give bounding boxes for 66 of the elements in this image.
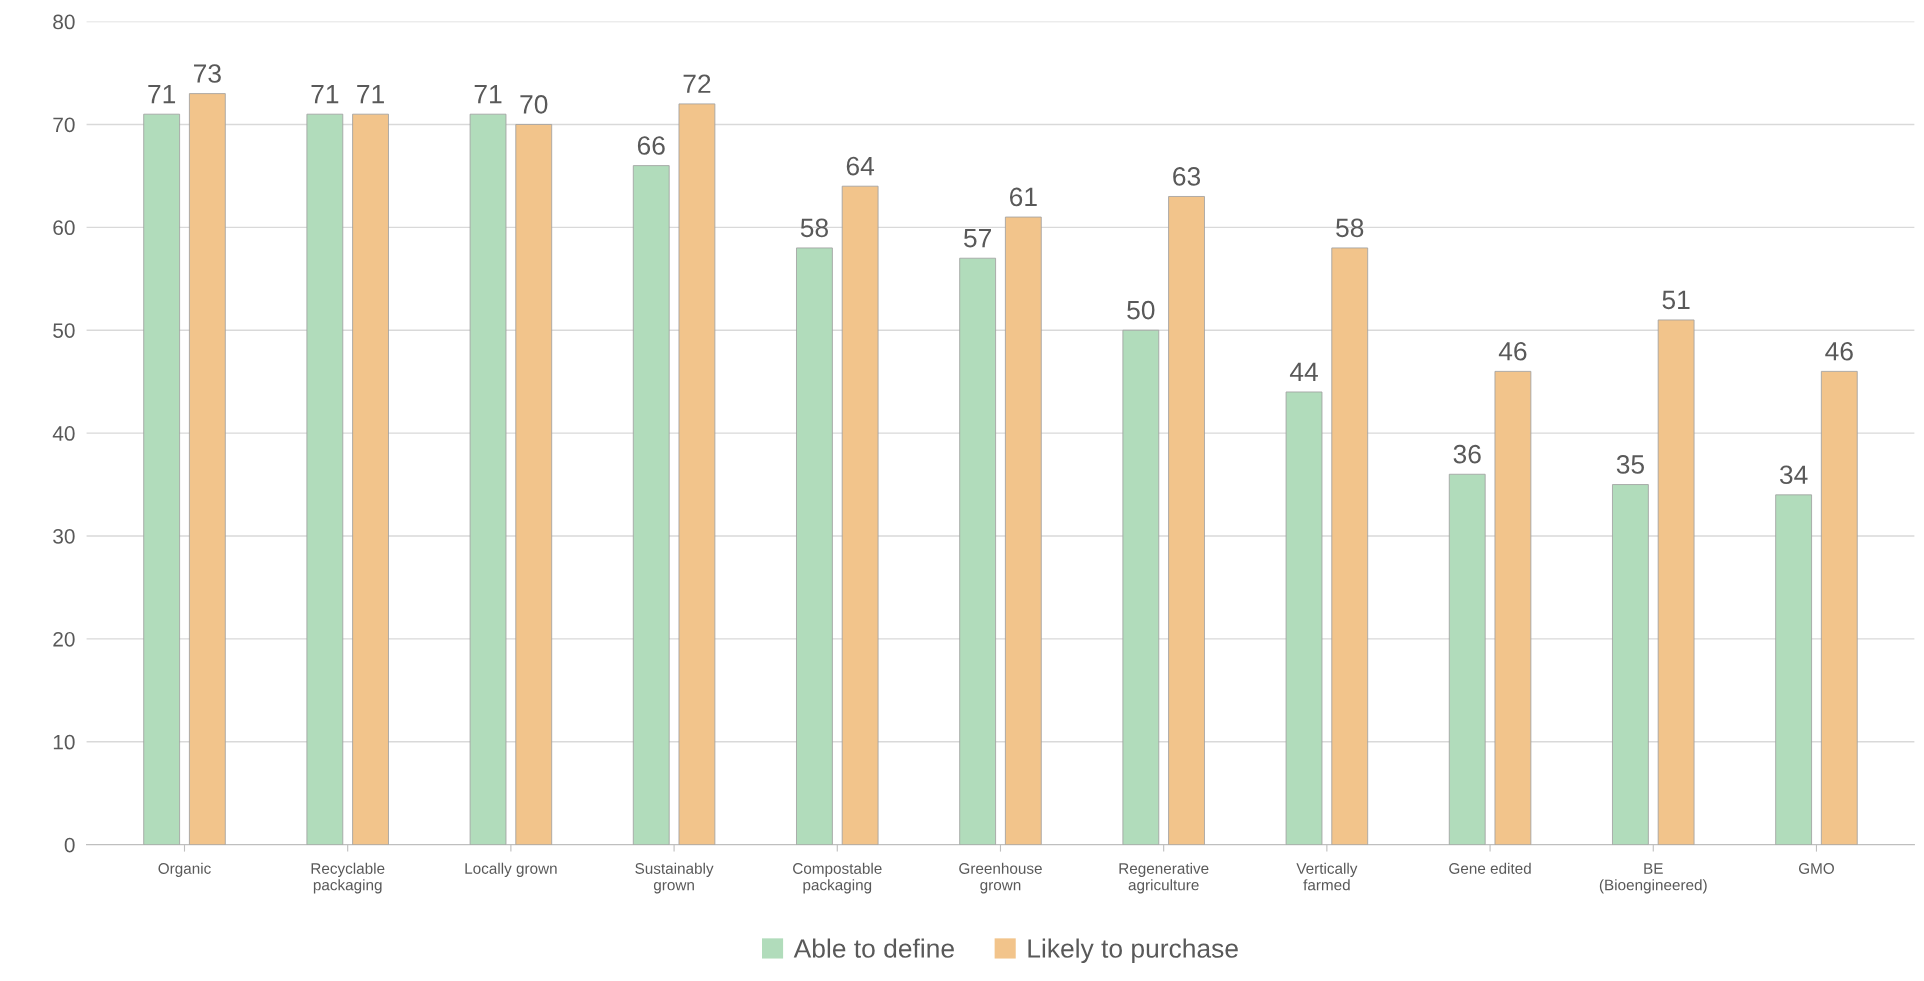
y-tick-label: 40 [52, 426, 75, 441]
bar [1494, 370, 1532, 845]
data-label: 35 [1616, 455, 1644, 474]
data-label: 72 [683, 74, 711, 93]
bar [1775, 494, 1812, 845]
x-tick-label: Sustainably grown [635, 862, 714, 894]
bar [1004, 216, 1042, 845]
data-label: 71 [474, 84, 502, 104]
data-label: 46 [1498, 341, 1527, 361]
data-label: 58 [800, 218, 828, 238]
bar [1122, 329, 1160, 845]
data-label: 70 [520, 95, 548, 114]
bar [841, 185, 879, 845]
bar [1331, 247, 1369, 845]
bar [678, 103, 716, 845]
bar [469, 113, 507, 845]
x-tick-label: Locally grown [465, 862, 557, 877]
y-tick-label: 0 [64, 837, 75, 853]
x-tick-label: Regenerative agriculture [1119, 862, 1209, 894]
y-tick-label: 80 [53, 14, 75, 30]
y-tick-label: 10 [53, 734, 75, 750]
data-label: 36 [1453, 444, 1481, 464]
legend-label: Likely to purchase [1028, 938, 1238, 964]
y-tick-label: 60 [53, 220, 75, 236]
x-tick-label: BE (Bioengineered) [1599, 863, 1707, 894]
x-tick-label: Gene edited [1449, 862, 1531, 874]
data-label: 50 [1127, 300, 1155, 320]
bar [1657, 319, 1695, 845]
x-tick-label: Greenhouse grown [959, 862, 1042, 894]
data-label: 34 [1779, 465, 1808, 485]
data-label: 61 [1009, 187, 1037, 207]
bar [1820, 370, 1858, 845]
bar [515, 124, 553, 845]
y-tick-label: 50 [53, 323, 75, 338]
bar [188, 93, 226, 845]
x-tick-label: Organic [158, 862, 211, 877]
bar [352, 113, 389, 845]
bar [1168, 196, 1205, 845]
data-label: 71 [357, 84, 384, 104]
y-tick-label: 30 [53, 529, 75, 544]
data-label: 51 [1662, 290, 1690, 310]
data-label: 57 [964, 229, 991, 248]
data-label: 73 [194, 64, 221, 83]
bar [632, 165, 670, 845]
data-label: 71 [148, 84, 176, 104]
bar [959, 257, 996, 845]
y-tick-label: 70 [53, 117, 75, 133]
data-label: 64 [846, 156, 875, 176]
x-tick-label: Compostable packaging [793, 862, 882, 894]
bar [143, 113, 181, 845]
bar [1612, 484, 1649, 845]
data-label: 71 [311, 84, 339, 104]
data-label: 44 [1289, 362, 1318, 381]
data-label: 46 [1825, 341, 1853, 361]
data-label: 58 [1336, 218, 1364, 238]
x-tick-label: Vertically farmed [1296, 862, 1358, 891]
x-tick-label: GMO [1798, 863, 1834, 874]
data-label: 66 [637, 136, 665, 155]
bar [796, 247, 833, 845]
data-label: 63 [1173, 167, 1201, 186]
bar [306, 113, 344, 845]
y-tick-label: 20 [53, 631, 75, 647]
legend-label: Able to define [793, 938, 954, 958]
bar [1285, 391, 1323, 845]
bar [1448, 473, 1486, 845]
x-tick-label: Recyclable packaging [311, 862, 385, 894]
